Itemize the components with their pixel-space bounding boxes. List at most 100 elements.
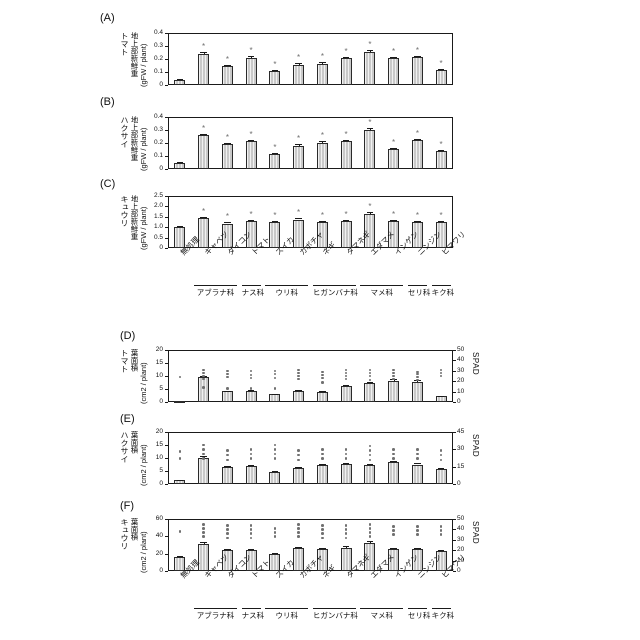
significance-star-A-3: * <box>246 48 256 54</box>
bar-D-2 <box>222 391 233 402</box>
error-cap-D-11 <box>438 396 445 397</box>
y-tick-mark-F-0 <box>165 571 168 572</box>
spad-dot-F-9-0 <box>392 525 395 528</box>
bar-D-5 <box>293 391 304 402</box>
bar-E-8 <box>364 465 375 484</box>
y2-tick-mark-E-2 <box>453 449 456 450</box>
bar-E-6 <box>317 465 328 484</box>
y-axis-species-label-D: トマト <box>120 349 128 403</box>
family-group-label-bottom-1: ナス科 <box>242 610 261 621</box>
error-cap-C-1 <box>200 217 207 218</box>
spad-dot-E-9-1 <box>392 453 395 456</box>
error-cap-B-6 <box>319 141 326 142</box>
error-cap-A-0 <box>177 79 184 80</box>
family-group-label-top-6: キク科 <box>432 287 451 298</box>
error-cap-C-4 <box>272 221 279 222</box>
y2-tick-label-F-3: 30 <box>457 537 464 544</box>
y-tick-mark-C-2 <box>165 227 168 228</box>
y-axis-quantity-label-C: 地上部新鮮重 <box>130 195 138 249</box>
error-cap-C-8 <box>367 212 374 213</box>
plot-area-A <box>168 33 453 85</box>
spad-dot-F-10-0 <box>416 525 419 528</box>
spad-dot-F-0-0 <box>179 530 182 533</box>
error-cap-E-0 <box>177 480 184 481</box>
spad-dot-F-6-2 <box>321 532 324 535</box>
error-cap-D-6 <box>319 391 326 392</box>
y-tick-label-B-1: 0.1 <box>142 153 163 160</box>
error-cap-C-5 <box>295 218 302 219</box>
bar-D-1 <box>198 377 209 402</box>
bar-A-5 <box>293 65 304 85</box>
y2-tick-label-E-2: 30 <box>457 446 464 453</box>
panel-letter-F: (F) <box>120 500 134 512</box>
spad-dot-E-4-1 <box>274 448 277 451</box>
significance-star-B-10: * <box>412 131 422 137</box>
y-tick-mark-E-4 <box>165 432 168 433</box>
family-group-line-top-6 <box>432 285 451 286</box>
y2-tick-mark-E-3 <box>453 432 456 433</box>
bar-B-11 <box>436 151 447 169</box>
spad-dot-E-4-3 <box>274 457 277 460</box>
y2-axis-label-D: SPAD <box>471 352 480 404</box>
y-tick-label-C-0: 0 <box>142 245 163 252</box>
family-group-label-top-4: マメ科 <box>360 287 403 298</box>
spad-dot-F-1-1 <box>202 527 205 530</box>
family-group-label-top-2: ウリ科 <box>265 287 308 298</box>
spad-dot-E-10-2 <box>416 457 419 460</box>
spad-dot-E-1-2 <box>202 453 205 456</box>
spad-dot-E-0-1 <box>179 457 182 460</box>
bar-A-8 <box>364 52 375 85</box>
family-group-line-bottom-3 <box>313 608 356 609</box>
spad-dot-E-1-1 <box>202 448 205 451</box>
significance-star-A-10: * <box>412 48 422 54</box>
family-group-line-top-0 <box>194 285 237 286</box>
y-tick-mark-D-2 <box>165 376 168 377</box>
bar-E-4 <box>269 472 280 484</box>
y2-tick-mark-E-0 <box>453 484 456 485</box>
spad-dot-D-8-0 <box>369 369 372 372</box>
y-tick-mark-F-3 <box>165 519 168 520</box>
y2-axis-label-E: SPAD <box>471 434 480 486</box>
y2-tick-label-F-5: 50 <box>457 516 464 523</box>
significance-star-C-7: * <box>341 212 351 218</box>
spad-dot-F-1-2 <box>202 531 205 534</box>
y-tick-mark-A-4 <box>165 33 168 34</box>
bar-A-10 <box>412 57 423 85</box>
y-tick-mark-E-2 <box>165 458 168 459</box>
error-cap-E-2 <box>224 466 231 467</box>
y-axis-quantity-label-D: 葉面積 <box>130 349 138 403</box>
spad-dot-E-0-0 <box>179 450 182 453</box>
bar-A-4 <box>269 71 280 85</box>
significance-star-C-2: * <box>222 214 232 220</box>
spad-dot-E-8-1 <box>369 449 372 452</box>
y-tick-mark-F-1 <box>165 554 168 555</box>
error-cap-D-8 <box>367 382 374 383</box>
panel-letter-E: (E) <box>120 413 135 425</box>
bar-D-7 <box>341 386 352 402</box>
significance-star-A-6: * <box>317 54 327 60</box>
bar-E-5 <box>293 468 304 484</box>
error-cap-B-7 <box>343 140 350 141</box>
y-tick-mark-A-3 <box>165 46 168 47</box>
family-group-label-bottom-2: ウリ科 <box>265 610 308 621</box>
error-cap-E-11 <box>438 468 445 469</box>
spad-dot-E-4-0 <box>274 444 277 447</box>
spad-dot-D-10-2 <box>416 376 419 379</box>
spad-dot-D-6-0 <box>321 371 324 374</box>
family-group-label-bottom-6: キク科 <box>432 610 451 621</box>
y-tick-mark-C-5 <box>165 196 168 197</box>
bar-E-0 <box>174 480 185 484</box>
error-cap-F-11 <box>438 550 445 551</box>
error-cap-E-7 <box>343 463 350 464</box>
error-cap-B-8 <box>367 128 374 129</box>
y-tick-label-F-1: 20 <box>142 551 163 558</box>
significance-star-B-9: * <box>389 140 399 146</box>
spad-dot-E-10-0 <box>416 448 419 451</box>
error-cap-A-9 <box>390 57 397 58</box>
figure-root: (A)トマト地上部新鮮重(gFW / plant)00.10.20.30.4**… <box>0 0 640 640</box>
significance-star-C-1: * <box>199 209 209 215</box>
y-tick-label-D-3: 15 <box>142 360 163 367</box>
spad-dot-D-2-2 <box>226 376 229 379</box>
bar-D-3 <box>246 391 257 402</box>
y2-tick-label-D-3: 30 <box>457 368 464 375</box>
